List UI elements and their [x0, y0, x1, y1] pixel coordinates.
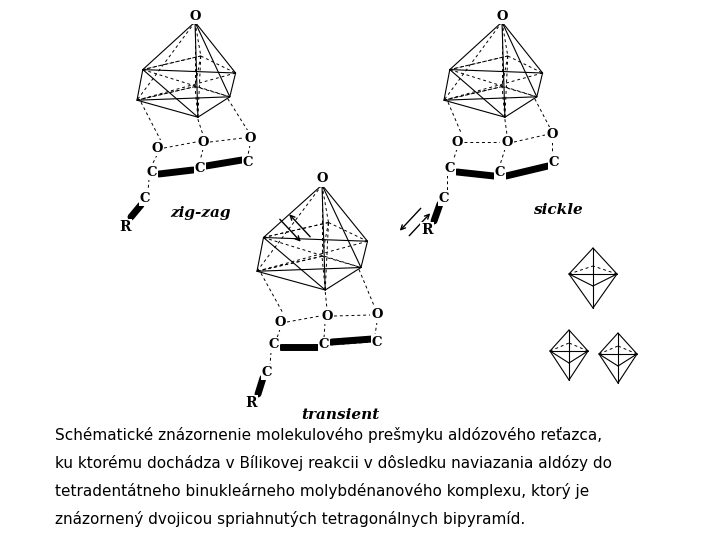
- Text: C: C: [495, 165, 505, 179]
- Text: O: O: [496, 10, 508, 23]
- Text: O: O: [274, 315, 286, 328]
- Text: znázornený dvojicou spriahnutých tetragonálnych bipyramíd.: znázornený dvojicou spriahnutých tetrago…: [55, 511, 526, 527]
- Text: C: C: [445, 161, 455, 174]
- Text: O: O: [151, 141, 163, 154]
- Text: C: C: [147, 165, 157, 179]
- Text: O: O: [244, 132, 256, 145]
- Text: R: R: [421, 223, 433, 237]
- Text: tetradentátneho binukleárneho molybdénanového komplexu, ktorý je: tetradentátneho binukleárneho molybdénan…: [55, 483, 589, 499]
- Text: C: C: [319, 339, 329, 352]
- Text: Schématické znázornenie molekulového prešmyku aldózového reťazca,: Schématické znázornenie molekulového pre…: [55, 427, 602, 443]
- Text: C: C: [243, 156, 253, 168]
- Text: O: O: [189, 10, 201, 23]
- Text: O: O: [316, 172, 328, 186]
- Text: ku ktorému dochádza v Bílikovej reakcii v dôsledku naviazania aldózy do: ku ktorému dochádza v Bílikovej reakcii …: [55, 455, 612, 471]
- Text: O: O: [372, 308, 383, 321]
- Text: C: C: [372, 335, 382, 348]
- Text: O: O: [451, 136, 463, 148]
- Text: transient: transient: [301, 408, 379, 422]
- Text: R: R: [120, 220, 131, 234]
- Text: C: C: [549, 156, 559, 168]
- Text: O: O: [546, 129, 558, 141]
- Text: R: R: [246, 396, 257, 410]
- Text: C: C: [194, 161, 205, 174]
- Text: O: O: [197, 136, 209, 148]
- Text: O: O: [501, 136, 513, 148]
- Text: C: C: [269, 339, 279, 352]
- Text: O: O: [321, 309, 333, 322]
- Text: zig-zag: zig-zag: [170, 206, 230, 220]
- Text: C: C: [262, 366, 272, 379]
- Text: C: C: [438, 192, 449, 205]
- Text: C: C: [140, 192, 150, 205]
- Text: sickle: sickle: [533, 203, 583, 217]
